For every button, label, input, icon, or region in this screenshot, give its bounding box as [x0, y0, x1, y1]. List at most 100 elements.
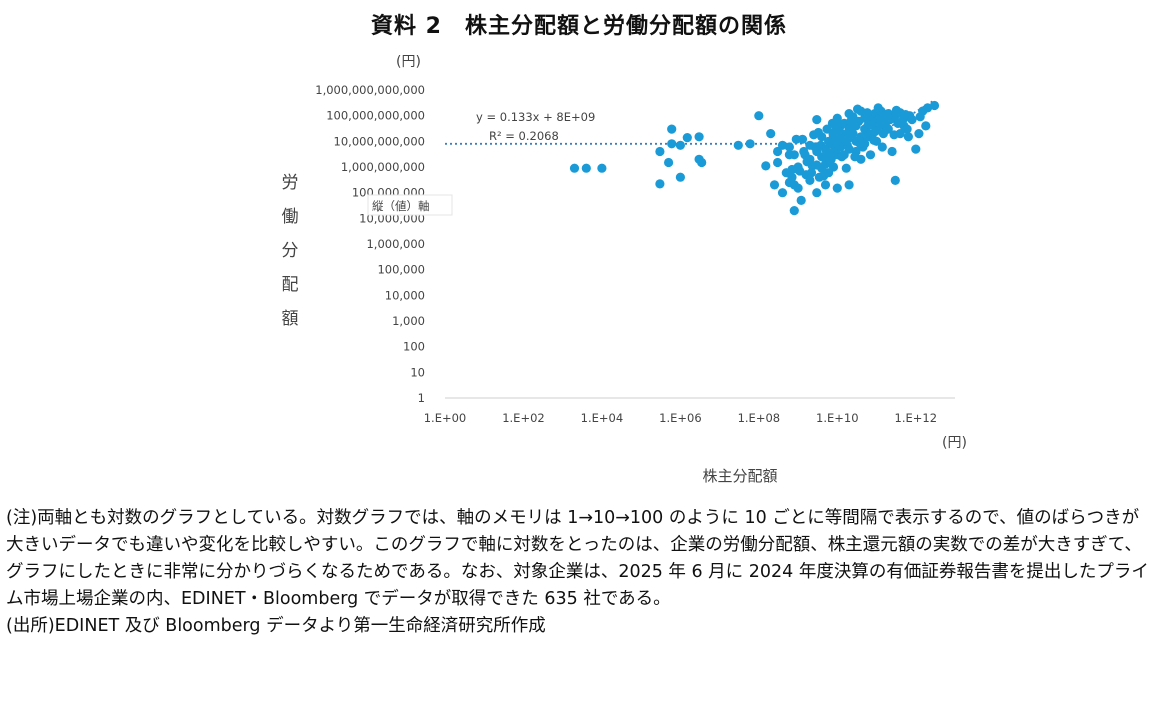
data-point [923, 103, 933, 113]
data-point [754, 111, 764, 121]
y-tick-label: 1,000,000 [366, 237, 425, 251]
data-point [675, 172, 686, 182]
data-points [440, 100, 940, 216]
data-point [682, 133, 692, 143]
data-point [694, 132, 704, 142]
data-point [581, 163, 591, 173]
data-point [789, 206, 799, 216]
data-point [733, 140, 743, 150]
data-point [796, 195, 806, 205]
y-axis-unit: (円) [396, 54, 421, 70]
trendline-r2: R² = 0.2068 [489, 129, 559, 143]
data-point [694, 154, 704, 164]
data-point [877, 142, 887, 152]
trendline-equation: y = 0.133x + 8E+09 [476, 110, 595, 124]
data-point [873, 103, 883, 113]
data-point [761, 161, 771, 171]
data-point [902, 124, 912, 134]
data-point [812, 188, 822, 198]
data-point [569, 163, 580, 173]
data-point [907, 115, 917, 125]
source-text: (出所)EDINET 及び Bloomberg データより第一生命経済研究所作成 [6, 616, 546, 636]
data-point [675, 140, 686, 150]
data-point [833, 120, 843, 130]
data-point [875, 120, 885, 130]
y-tick-label: 1,000 [392, 314, 425, 328]
data-point [915, 112, 925, 122]
trendline-path [445, 99, 934, 145]
scatter-chart: 1 10 100 1,000 10,000 100,000 1,000,000 10,000,… [315, 83, 955, 425]
y-tick-label: 1,000,000,000 [341, 160, 425, 174]
data-point [745, 139, 755, 149]
chart-title: 資料 2 株主分配額と労働分配額の関係 [371, 14, 787, 39]
data-point [844, 180, 854, 190]
data-point [773, 157, 783, 168]
data-point [862, 108, 872, 118]
x-tick-labels: 1.E+00 1.E+02 1.E+04 1.E+06 1.E+08 1.E+10 1.E+… [424, 411, 937, 425]
data-point [820, 180, 831, 190]
data-point [807, 161, 817, 171]
data-point [903, 132, 914, 142]
data-point [843, 133, 853, 143]
y-tick-label: 10,000 [385, 288, 425, 302]
data-point [855, 139, 865, 149]
x-tick-label: 1.E+00 [424, 411, 467, 425]
data-point [766, 129, 776, 139]
data-point [887, 146, 897, 157]
data-point [795, 166, 805, 176]
data-point [773, 146, 783, 157]
data-point [664, 157, 674, 168]
data-point [787, 164, 797, 175]
data-point [849, 120, 859, 130]
data-point [850, 152, 860, 162]
data-point [911, 144, 921, 154]
y-tick-label: 10 [410, 365, 425, 379]
data-point [901, 110, 911, 120]
y-tick-label: 1 [418, 391, 425, 405]
data-point [813, 127, 824, 138]
data-point [667, 124, 677, 134]
y-axis-label: 労働分配額 [281, 173, 299, 329]
data-point [891, 105, 902, 115]
x-tick-label: 1.E+06 [659, 411, 702, 425]
data-point [841, 163, 851, 173]
data-point [787, 172, 797, 182]
data-point [655, 179, 665, 189]
data-point [793, 183, 803, 193]
data-point [777, 188, 788, 198]
data-point [844, 144, 854, 154]
data-point [812, 115, 822, 125]
data-point [834, 141, 844, 151]
x-tick-label: 1.E+10 [816, 411, 859, 425]
x-axis-label: 株主分配額 [702, 467, 778, 485]
data-point [889, 130, 899, 140]
y-tick-label: 100,000 [377, 263, 425, 277]
data-point [667, 139, 677, 149]
data-point [784, 150, 795, 160]
y-tick-label: 100 [403, 340, 425, 354]
data-point [890, 175, 900, 185]
data-point [832, 183, 842, 193]
data-point [799, 146, 809, 157]
data-point [861, 127, 872, 138]
data-point [871, 126, 881, 136]
axis-title-placeholder-text: 縦（値）軸 [372, 199, 430, 213]
x-tick-label: 1.E+04 [581, 411, 624, 425]
note-text: (注)両軸とも対数のグラフとしている。対数グラフでは、軸のメモリは 1→10→1… [6, 508, 1149, 609]
y-tick-label: 10,000,000,000 [334, 134, 425, 148]
data-point [929, 100, 940, 111]
data-point [853, 104, 863, 114]
data-point [914, 129, 924, 139]
data-point [869, 135, 879, 145]
data-point [819, 171, 829, 181]
data-point [828, 129, 838, 139]
data-point [882, 112, 893, 122]
data-point [777, 140, 788, 150]
data-point [806, 168, 817, 178]
data-point [769, 180, 780, 190]
data-point [597, 163, 607, 173]
data-point [837, 152, 847, 162]
data-point [921, 121, 931, 131]
data-point [816, 140, 826, 150]
data-point [865, 150, 876, 160]
